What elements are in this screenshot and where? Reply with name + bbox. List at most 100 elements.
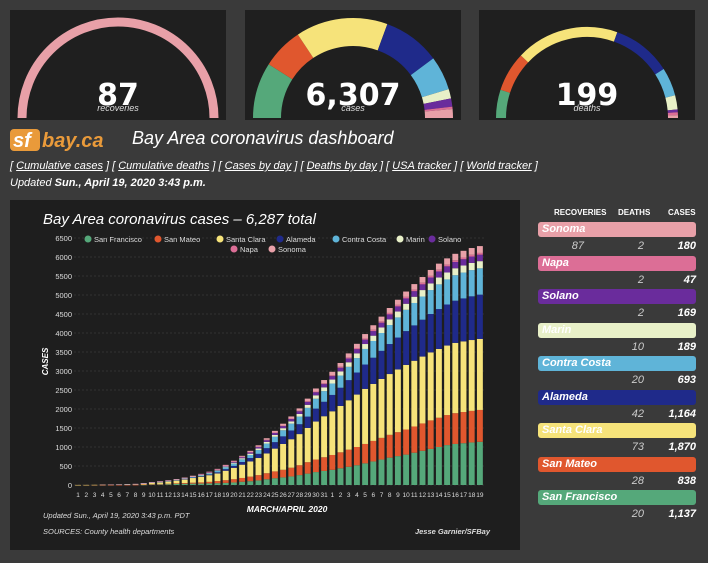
bar-segment-sonoma [362, 334, 369, 339]
bar-segment-san-francisco [378, 459, 385, 485]
x-tick-label: 19 [222, 492, 230, 499]
x-tick-label: 15 [443, 492, 451, 499]
gauge-cases-segment-solano [423, 98, 453, 110]
bar-segment-alameda [435, 309, 442, 349]
x-tick-label: 15 [189, 492, 197, 499]
bar-segment-santa-clara [165, 481, 172, 484]
county-band-napa: Napa [538, 255, 696, 271]
county-band-marin: Marin [538, 322, 696, 338]
y-tick-label: 5000 [55, 291, 72, 300]
bar-segment-napa [255, 446, 262, 448]
bar-segment-contra-costa [247, 454, 254, 459]
bar-segment-napa [198, 474, 205, 475]
bar-segment-napa [394, 304, 401, 307]
bar-segment-solano [386, 314, 393, 320]
bar-segment-sonoma [468, 248, 475, 255]
x-tick-label: 17 [206, 492, 214, 499]
bar-segment-contra-costa [321, 391, 328, 402]
bar-segment-contra-costa [189, 476, 196, 478]
x-tick-label: 29 [304, 492, 312, 499]
x-tick-label: 13 [173, 492, 181, 499]
link-world-tracker[interactable]: World tracker [466, 160, 532, 172]
bar-segment-alameda [345, 380, 352, 401]
bar-segment-san-mateo [132, 484, 139, 486]
gauge-cases-segment-san-francisco [253, 64, 293, 119]
bar-segment-alameda [247, 458, 254, 462]
bar-segment-alameda [304, 416, 311, 428]
y-tick-label: 2000 [55, 405, 72, 414]
bar-segment-alameda [353, 372, 360, 395]
bar-segment-sonoma [394, 299, 401, 305]
bar-segment-marin [321, 387, 328, 392]
bar-segment-sonoma [99, 484, 106, 486]
bar-segment-contra-costa [329, 383, 336, 395]
y-axis-label: CASES [41, 347, 50, 375]
bar-segment-marin [239, 458, 246, 460]
link-cases-by-day[interactable]: Cases by day [224, 160, 292, 172]
bar-segment-santa-clara [362, 388, 369, 444]
bar-segment-alameda [476, 294, 483, 339]
bar-segment-solano [362, 339, 369, 345]
bar-segment-alameda [255, 453, 262, 459]
link-cumulative-cases[interactable]: Cumulative cases [16, 160, 103, 172]
bar-segment-napa [452, 260, 459, 263]
county-band-santa-clara: Santa Clara [538, 423, 696, 438]
bar-segment-san-mateo [386, 434, 393, 458]
x-tick-label: 24 [263, 492, 271, 499]
bar-segment-alameda [181, 478, 188, 480]
x-tick-label: 7 [125, 492, 129, 499]
bar-segment-san-francisco [189, 483, 196, 485]
bar-segment-marin [435, 277, 442, 285]
bar-segment-san-mateo [312, 459, 319, 473]
x-tick-label: 23 [255, 492, 263, 499]
bar-segment-napa [329, 375, 336, 377]
bar-segment-san-francisco [411, 452, 418, 485]
bar-segment-contra-costa [337, 375, 344, 388]
y-tick-label: 2500 [55, 386, 72, 395]
link-deaths-by-day[interactable]: Deaths by day [306, 160, 377, 172]
bar-segment-san-mateo [222, 480, 229, 483]
bar-segment-napa [353, 348, 360, 350]
updated-line: Updated Sun., April 19, 2020 3:43 p.m. [10, 177, 206, 189]
bar-segment-sonoma [173, 479, 180, 480]
bar-segment-sonoma [321, 380, 328, 384]
county-cases: 1,137 [668, 508, 696, 520]
x-tick-label: 18 [214, 492, 222, 499]
bar-segment-santa-clara [370, 383, 377, 441]
bar-segment-santa-clara [83, 484, 90, 486]
bar-segment-santa-clara [255, 458, 262, 476]
link-usa-tracker[interactable]: USA tracker [392, 160, 452, 172]
county-deaths: 73 [631, 441, 644, 453]
legend-swatch [332, 235, 340, 243]
bar-segment-sonoma [206, 471, 213, 473]
x-tick-label: 19 [476, 492, 484, 499]
bar-segment-san-francisco [296, 475, 303, 485]
bar-segment-santa-clara [353, 394, 360, 447]
bar-segment-sonoma [296, 408, 303, 411]
bar-segment-san-francisco [321, 470, 328, 485]
bar-segment-marin [255, 448, 262, 451]
bar-segment-santa-clara [337, 405, 344, 453]
bar-segment-solano [370, 331, 377, 336]
y-tick-label: 500 [59, 462, 72, 471]
bar-segment-napa [337, 366, 344, 368]
bar-segment-sonoma [198, 473, 205, 475]
bar-segment-solano [411, 291, 418, 297]
cases-chart-panel: Bay Area coronavirus cases – 6,287 total… [10, 200, 520, 550]
bar-segment-santa-clara [222, 470, 229, 481]
bar-segment-alameda [378, 350, 385, 379]
bar-segment-santa-clara [394, 369, 401, 433]
bar-segment-san-mateo [460, 412, 467, 444]
link-cumulative-deaths[interactable]: Cumulative deaths [118, 160, 210, 172]
bar-segment-san-mateo [271, 471, 278, 479]
x-tick-label: 25 [271, 492, 279, 499]
bar-segment-contra-costa [403, 309, 410, 332]
bar-segment-marin [247, 453, 254, 455]
sfbay-logo[interactable]: sf bay.ca [10, 127, 126, 153]
bar-segment-contra-costa [353, 358, 360, 373]
bar-segment-san-mateo [296, 465, 303, 476]
bar-segment-sonoma [476, 246, 483, 253]
county-deaths: 2 [637, 273, 644, 286]
bar-segment-san-francisco [222, 482, 229, 485]
bar-segment-napa [271, 432, 278, 434]
